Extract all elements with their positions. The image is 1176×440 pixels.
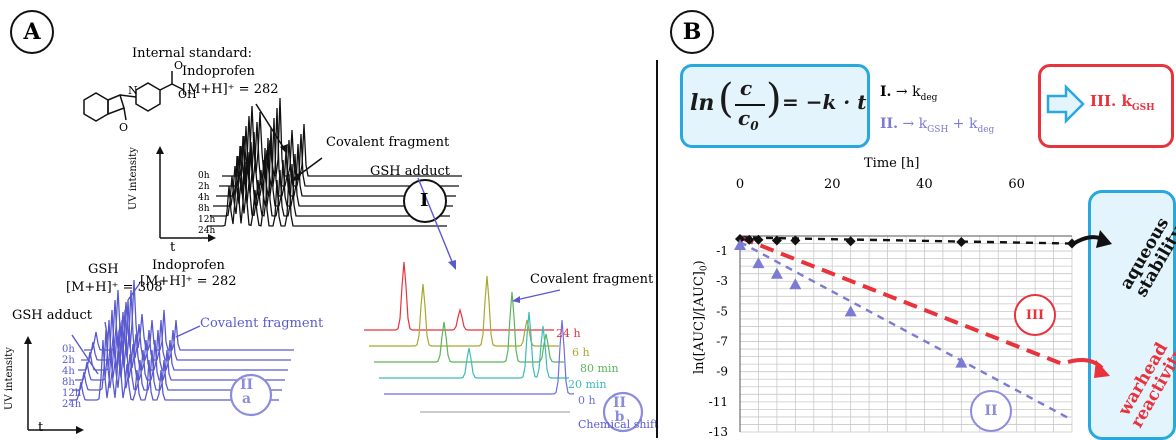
point-series-II — [734, 239, 746, 251]
nmr-trace — [384, 319, 575, 395]
point-series-I — [790, 235, 801, 246]
equation-fraction-bar — [735, 104, 765, 106]
equation-box — [680, 64, 870, 148]
point-series-II — [770, 267, 783, 279]
t-label-bottom: t — [38, 420, 44, 435]
point-series-II — [844, 305, 857, 317]
panel-divider — [656, 60, 658, 438]
y-tick-label: -1 — [716, 244, 728, 258]
covalent-fragment-top: Covalent fragment — [326, 135, 450, 150]
x-tick-label: 0 — [736, 177, 744, 192]
roman-IIb: II b — [613, 395, 627, 425]
y-axis-title: ln([AUC]/[AUC]0) — [692, 260, 710, 374]
covalent-fragment-bottom: Covalent fragment — [200, 316, 324, 331]
point-series-I — [845, 236, 856, 247]
y-tick-label: -9 — [716, 365, 728, 379]
indoprofen-mass-top: [M+H]⁺ = 282 — [182, 82, 279, 97]
result-label: III. kGSH — [1090, 92, 1155, 113]
panel-b-label: B — [670, 10, 714, 54]
y-tick-label: -7 — [716, 335, 728, 349]
point-series-I — [735, 234, 745, 245]
bottom-trace — [84, 279, 294, 351]
equation-c: c — [740, 76, 753, 100]
panel-a-label: A — [10, 10, 54, 54]
nmr-time-80min: 80 min — [580, 362, 619, 375]
gsh-mass: [M+H]⁺ = 308 — [66, 280, 163, 295]
uv-intensity-bottom: UV intensity — [4, 347, 15, 410]
annotation-III: III — [1014, 294, 1056, 336]
point-series-II — [955, 356, 968, 368]
nmr-time-24h: 24 h — [556, 327, 581, 340]
indoprofen-mass-bottom: [M+H]⁺ = 282 — [140, 274, 237, 289]
covalent-fragment-nmr: Covalent fragment — [530, 272, 654, 287]
equation-ln: ln — [690, 90, 715, 116]
equation-c0: c0 — [738, 106, 759, 133]
bottom-times: 0h 2h 4h 8h 12h 24h — [62, 344, 82, 410]
roman-I: I — [420, 190, 429, 211]
nmr-time-6h: 6 h — [572, 346, 590, 359]
annotation-II: II — [970, 390, 1012, 432]
nmr-spectra — [364, 261, 575, 395]
point-series-I — [753, 234, 764, 245]
oh-label: OH — [178, 88, 197, 101]
top-trace — [222, 97, 462, 177]
top-times: 0h 2h 4h 8h 12h 24h — [198, 171, 216, 236]
rate-I: I. → kdeg — [880, 84, 938, 103]
gsh-adduct-nmr: GSH adduct — [370, 164, 451, 179]
x-tick-label: 20 — [824, 177, 841, 192]
nmr-trace — [379, 311, 569, 379]
t-label-top: t — [170, 240, 176, 255]
N-label: N — [128, 84, 138, 97]
point-series-I — [956, 237, 967, 248]
point-series-I — [744, 234, 755, 245]
y-tick-label: -13 — [709, 425, 728, 438]
bottom-trace — [78, 299, 288, 371]
nmr-trace — [364, 261, 554, 331]
equation-rhs: = −k · t — [782, 90, 867, 114]
x-axis-title: Time [h] — [864, 156, 920, 171]
nmr-trace — [369, 275, 559, 347]
uv-intensity-top: UV intensity — [128, 147, 139, 210]
y-tick-label: -5 — [716, 304, 728, 318]
x-tick-label: 60 — [1008, 177, 1025, 192]
equation-paren-open: ( — [718, 76, 734, 122]
indoprofen-label-bottom: Indoprofen — [152, 258, 225, 273]
bottom-trace — [81, 289, 291, 361]
nmr-time-20min: 20 min — [568, 378, 607, 391]
curved-arrows — [1067, 230, 1112, 378]
result-arrow-icon — [1046, 84, 1085, 124]
nmr-time-0h: 0 h — [578, 394, 596, 407]
fit-line-III — [739, 235, 1064, 367]
indoprofen-label-top: Indoprofen — [182, 64, 255, 79]
point-series-I — [771, 235, 782, 246]
panel-a-graphics: O OH O N — [24, 59, 644, 434]
roman-IIa: II a — [240, 377, 254, 407]
acid-O: O — [174, 59, 183, 72]
chemical-shift-label: Chemical shift — [578, 418, 659, 431]
point-series-II — [789, 278, 802, 290]
rate-II: II. → kGSH + kdeg — [880, 116, 995, 135]
point-series-II — [752, 257, 765, 269]
internal-standard-label: Internal standard: — [132, 46, 253, 61]
carbonyl-O: O — [119, 121, 128, 134]
y-tick-label: -11 — [709, 395, 728, 409]
conclusion-box — [1088, 190, 1176, 440]
fit-line-I — [739, 236, 1073, 245]
gsh-label: GSH — [88, 262, 119, 277]
indoprofen-structure — [83, 71, 185, 122]
equation-paren-close: ) — [766, 76, 782, 122]
gsh-adduct-bottom: GSH adduct — [12, 308, 93, 323]
top-trace — [207, 147, 447, 227]
y-tick-label: -3 — [716, 274, 728, 288]
nmr-trace — [374, 291, 564, 363]
x-tick-label: 40 — [916, 177, 933, 192]
